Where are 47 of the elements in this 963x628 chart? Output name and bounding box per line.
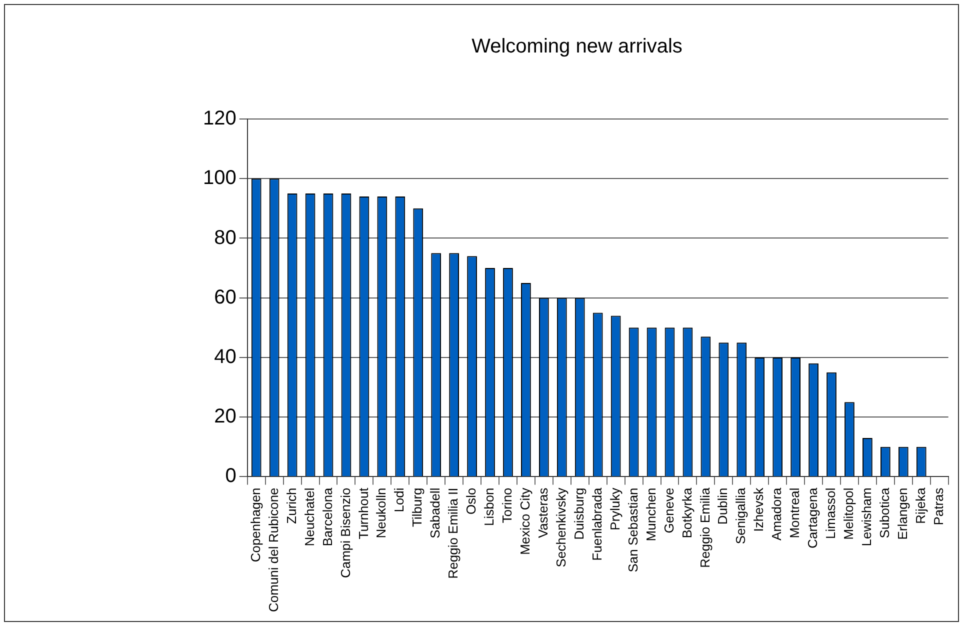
x-tick-label: Limassol bbox=[823, 488, 838, 540]
x-tick-label: Botkyrka bbox=[679, 486, 694, 538]
x-tick-label: Oslo bbox=[464, 488, 479, 514]
y-tick-label: 60 bbox=[214, 286, 236, 308]
x-tick-label: Munchen bbox=[643, 488, 658, 542]
x-tick-label: San Sebastian bbox=[625, 488, 640, 572]
x-tick-label: Reggio Emilia bbox=[697, 486, 712, 568]
x-tick-label: Reggio Emilia II bbox=[446, 488, 461, 579]
y-tick-label: 40 bbox=[214, 346, 236, 368]
x-tick-label: Duisburg bbox=[571, 488, 586, 540]
chart-title: Welcoming new arrivals bbox=[472, 36, 682, 58]
x-tick-label: Lewisham bbox=[859, 488, 874, 546]
x-tick-label: Melitopol bbox=[841, 488, 856, 540]
x-tick-label: Erlangen bbox=[894, 488, 910, 540]
x-tick-label: Vasteras bbox=[536, 487, 551, 538]
x-tick-label: Patras bbox=[930, 487, 946, 526]
x-tick-label: Torino bbox=[500, 488, 515, 524]
x-tick-label: Pryluky bbox=[607, 487, 622, 530]
x-tick-label: Geneve bbox=[661, 488, 676, 534]
y-tick-label: 120 bbox=[202, 108, 236, 130]
x-tick-label: Lodi bbox=[392, 488, 407, 512]
x-tick-label: Neukolln bbox=[374, 488, 389, 538]
x-tick-label: Turnhout bbox=[356, 487, 371, 540]
y-tick-label: 100 bbox=[202, 167, 236, 190]
x-tick-label: Campi Bisenzio bbox=[338, 488, 353, 578]
x-tick-label: Tilburg bbox=[410, 488, 425, 527]
x-tick-label: Amadora bbox=[769, 486, 784, 540]
x-tick-label: Zurich bbox=[284, 488, 299, 524]
x-tick-label: Senigallia bbox=[733, 486, 748, 544]
x-tick-label: Copenhagen bbox=[248, 488, 263, 562]
x-tick-label: Cartagena bbox=[805, 486, 820, 548]
x-tick-label: Comuni del Rubicone bbox=[266, 488, 281, 612]
x-tick-label: Barcelona bbox=[320, 486, 335, 546]
x-tick-label: Sabadell bbox=[428, 488, 443, 538]
x-tick-label: Subotica bbox=[877, 486, 892, 538]
x-tick-label: Izhevsk bbox=[751, 487, 766, 532]
y-tick-label: 80 bbox=[214, 226, 236, 249]
x-tick-label: Rijeka bbox=[912, 486, 928, 524]
y-tick-label: 20 bbox=[214, 406, 236, 428]
x-tick-label: Dublin bbox=[715, 488, 730, 525]
x-tick-label: Sechenkivsky bbox=[553, 487, 568, 568]
x-tick-label: Neuchatel bbox=[302, 488, 317, 546]
y-tick-label: 0 bbox=[225, 465, 236, 488]
x-tick-label: Fuenlabrada bbox=[589, 486, 604, 561]
x-tick-label: Mexico City bbox=[518, 487, 533, 555]
x-tick-label: Montreal bbox=[787, 488, 802, 538]
x-tick-label: Lisbon bbox=[482, 488, 497, 526]
